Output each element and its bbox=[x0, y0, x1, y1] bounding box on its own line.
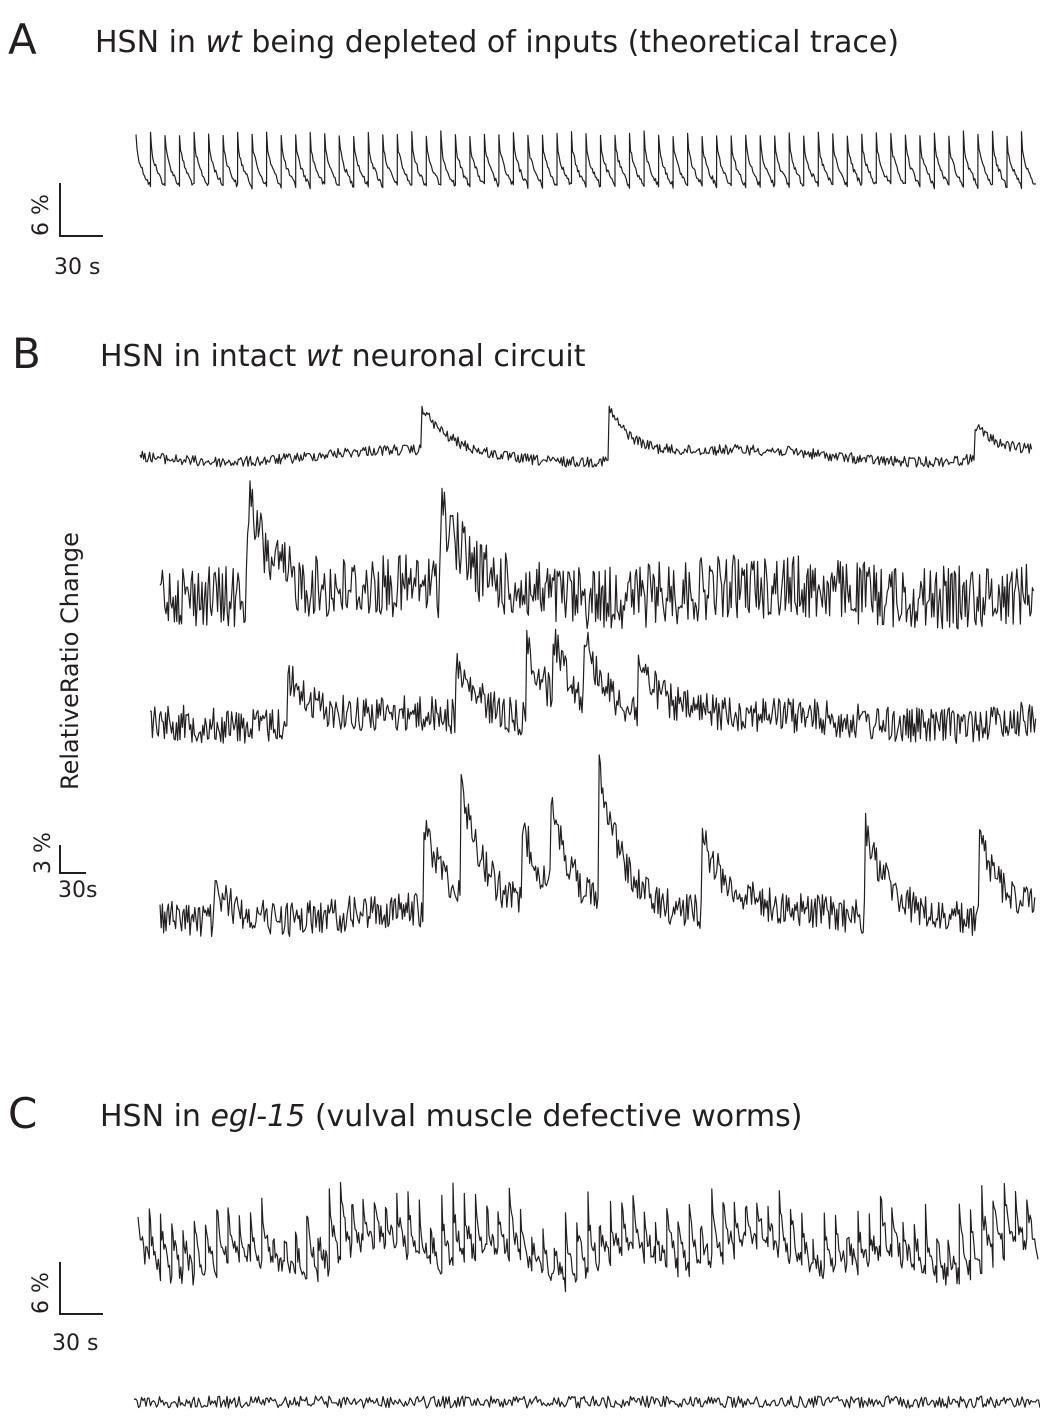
panel-c-title-pre: HSN in bbox=[100, 1099, 210, 1134]
panel-a-trace bbox=[135, 130, 1037, 190]
panel-a-scalebar-y-label: 6 % bbox=[29, 194, 54, 236]
panel-b-scalebar bbox=[59, 845, 86, 874]
panel-b-trace-2 bbox=[159, 480, 1035, 630]
panel-a-scalebar-x-label: 30 s bbox=[54, 255, 100, 280]
panel-a-title-post: being depleted of inputs (theoretical tr… bbox=[242, 25, 899, 60]
panel-b-title-pre: HSN in intact bbox=[100, 339, 306, 374]
panel-c-trace-2 bbox=[133, 1395, 1040, 1409]
panel-c-title-post: (vulval muscle defective worms) bbox=[305, 1099, 802, 1134]
panel-c-title: HSN in egl-15 (vulval muscle defective w… bbox=[100, 1099, 802, 1134]
panel-c-title-italic: egl-15 bbox=[210, 1099, 305, 1134]
panel-a-title-pre: HSN in bbox=[95, 25, 205, 60]
panel-a-scalebar bbox=[59, 183, 103, 237]
panel-b-scalebar-y-label: 3 % bbox=[31, 832, 56, 874]
panel-a-title: HSN in wt being depleted of inputs (theo… bbox=[95, 25, 899, 60]
panel-b-title-post: neuronal circuit bbox=[342, 339, 586, 374]
panel-c-scalebar bbox=[59, 1262, 103, 1315]
panel-b-letter: B bbox=[12, 329, 41, 378]
panel-b-ylabel: RelativeRatio Change bbox=[56, 532, 84, 790]
panel-b-trace-4 bbox=[159, 754, 1036, 938]
panel-b-title-italic: wt bbox=[306, 339, 344, 374]
panel-c-letter: C bbox=[8, 1089, 37, 1138]
panel-c-trace-1 bbox=[137, 1181, 1039, 1293]
panel-a-letter: A bbox=[8, 15, 37, 64]
panel-a-title-italic: wt bbox=[205, 25, 243, 60]
panel-b-trace-1 bbox=[139, 405, 1033, 468]
panel-c-scalebar-y-label: 6 % bbox=[29, 1272, 54, 1314]
panel-b-trace-3 bbox=[149, 628, 1037, 744]
panel-c-scalebar-x-label: 30 s bbox=[52, 1331, 98, 1356]
panel-b-title: HSN in intact wt neuronal circuit bbox=[100, 339, 586, 374]
panel-b-scalebar-x-label: 30s bbox=[58, 878, 97, 903]
